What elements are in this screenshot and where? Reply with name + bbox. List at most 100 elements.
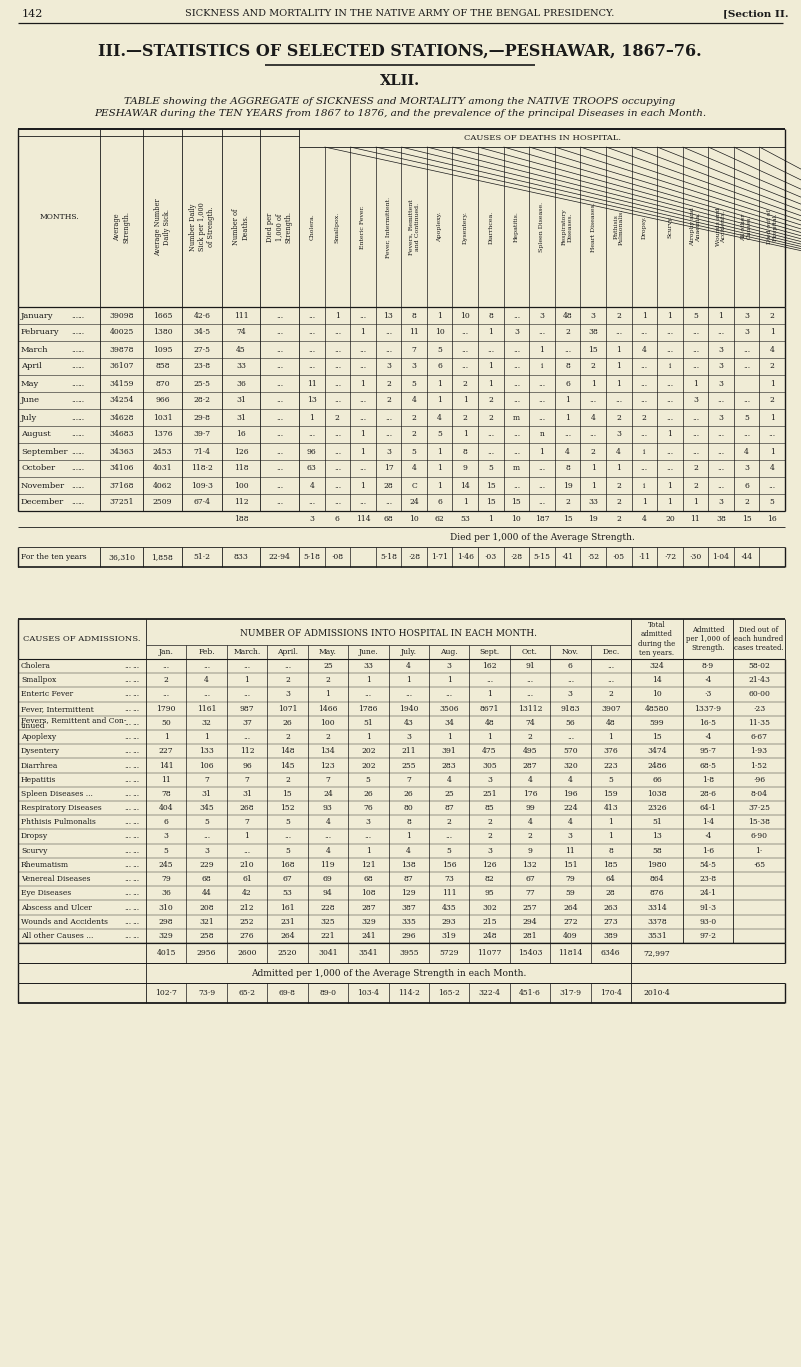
Text: ...: ...: [71, 312, 78, 320]
Text: 170·4: 170·4: [600, 988, 622, 997]
Text: ...: ...: [513, 447, 520, 455]
Text: 296: 296: [401, 932, 416, 940]
Text: 1: 1: [566, 396, 570, 405]
Text: Diarrhrea: Diarrhrea: [21, 761, 58, 770]
Text: 53: 53: [283, 890, 292, 897]
Text: 1: 1: [566, 413, 570, 421]
Text: 15: 15: [588, 346, 598, 354]
Text: Fevers, Remittent and Con-: Fevers, Remittent and Con-: [21, 716, 127, 725]
Text: 58: 58: [652, 846, 662, 854]
Text: 4: 4: [568, 819, 573, 826]
Text: ...: ...: [666, 380, 674, 387]
Text: ·23: ·23: [753, 705, 765, 712]
Text: ...: ...: [276, 431, 283, 439]
Text: 8: 8: [463, 447, 468, 455]
Text: 34363: 34363: [109, 447, 134, 455]
Text: ...: ...: [538, 380, 545, 387]
Text: 79: 79: [566, 875, 575, 883]
Text: 3: 3: [386, 362, 391, 370]
Text: ...: ...: [405, 690, 413, 699]
Text: 1: 1: [335, 312, 340, 320]
Text: 5: 5: [285, 846, 290, 854]
Text: 1·: 1·: [755, 846, 763, 854]
Text: ...: ...: [71, 447, 78, 455]
Text: ...: ...: [132, 904, 139, 912]
Text: ...: ...: [334, 362, 341, 370]
Text: 1: 1: [608, 833, 614, 841]
Text: 11: 11: [307, 380, 316, 387]
Text: 25: 25: [445, 790, 454, 798]
Text: 3: 3: [204, 846, 209, 854]
Text: ...: ...: [132, 719, 139, 727]
Text: m: m: [513, 465, 520, 473]
Text: 7: 7: [325, 775, 330, 783]
Text: 1: 1: [693, 380, 698, 387]
Text: 2: 2: [642, 413, 646, 421]
Text: 45: 45: [236, 346, 246, 354]
Text: 404: 404: [159, 804, 174, 812]
Text: 3506: 3506: [439, 705, 459, 712]
Text: 8671: 8671: [480, 705, 499, 712]
Text: 5·18: 5·18: [304, 554, 320, 560]
Text: 3: 3: [447, 662, 452, 670]
Text: ·65: ·65: [753, 861, 765, 869]
Text: ...: ...: [567, 677, 574, 685]
Text: 126: 126: [234, 447, 248, 455]
Text: Venereal Diseases: Venereal Diseases: [21, 875, 91, 883]
Text: 4: 4: [744, 447, 749, 455]
Text: ...: ...: [124, 677, 131, 685]
Text: ...: ...: [132, 875, 139, 883]
Text: 1: 1: [244, 833, 249, 841]
Text: 1: 1: [366, 733, 371, 741]
Text: ...: ...: [124, 861, 131, 869]
Text: 257: 257: [522, 904, 537, 912]
Text: 287: 287: [361, 904, 376, 912]
Text: 50: 50: [161, 719, 171, 727]
Text: ...: ...: [513, 481, 520, 489]
Text: 42·6: 42·6: [194, 312, 211, 320]
Text: ...: ...: [78, 346, 85, 354]
Text: 1038: 1038: [647, 790, 666, 798]
Text: 3474: 3474: [647, 748, 666, 756]
Text: 185: 185: [603, 861, 618, 869]
Text: Spleen Disease.: Spleen Disease.: [540, 202, 545, 252]
Text: 48580: 48580: [645, 705, 669, 712]
Text: Heart Diseases.: Heart Diseases.: [590, 202, 596, 252]
Text: 273: 273: [603, 917, 618, 925]
Text: Atrophy and
Anaemia.: Atrophy and Anaemia.: [690, 208, 701, 246]
Text: Dec.: Dec.: [602, 648, 619, 656]
Text: 1: 1: [608, 819, 614, 826]
Text: PESHAWAR during the TEN YEARS from 1867 to 1876, and the prevalence of the princ: PESHAWAR during the TEN YEARS from 1867 …: [94, 109, 706, 119]
Text: 376: 376: [603, 748, 618, 756]
Text: December: December: [21, 499, 64, 507]
Text: 987: 987: [239, 705, 255, 712]
Text: ...: ...: [276, 499, 283, 507]
Text: 16·5: 16·5: [699, 719, 717, 727]
Text: 8: 8: [489, 312, 493, 320]
Text: ...: ...: [513, 396, 520, 405]
Text: ...: ...: [132, 804, 139, 812]
Text: 168: 168: [280, 861, 295, 869]
Text: ...: ...: [324, 833, 332, 841]
Text: ...: ...: [360, 396, 367, 405]
Text: ...: ...: [641, 431, 648, 439]
Text: 2010·4: 2010·4: [644, 988, 670, 997]
Text: ...: ...: [244, 662, 251, 670]
Text: 16: 16: [767, 515, 777, 524]
Text: i: i: [643, 447, 646, 455]
Text: 570: 570: [563, 748, 578, 756]
Text: ·4: ·4: [704, 677, 711, 685]
Text: 2: 2: [528, 833, 533, 841]
Text: 2: 2: [325, 733, 330, 741]
Text: ...: ...: [743, 346, 751, 354]
Text: 33: 33: [588, 499, 598, 507]
Text: ...: ...: [607, 662, 614, 670]
Text: 1: 1: [642, 312, 646, 320]
Text: 58·02: 58·02: [748, 662, 770, 670]
Text: ...: ...: [564, 431, 571, 439]
Text: ...: ...: [590, 396, 597, 405]
Text: 3: 3: [718, 380, 723, 387]
Text: ...: ...: [308, 328, 316, 336]
Text: Scurvy.: Scurvy.: [667, 216, 672, 238]
Text: ...: ...: [276, 447, 283, 455]
